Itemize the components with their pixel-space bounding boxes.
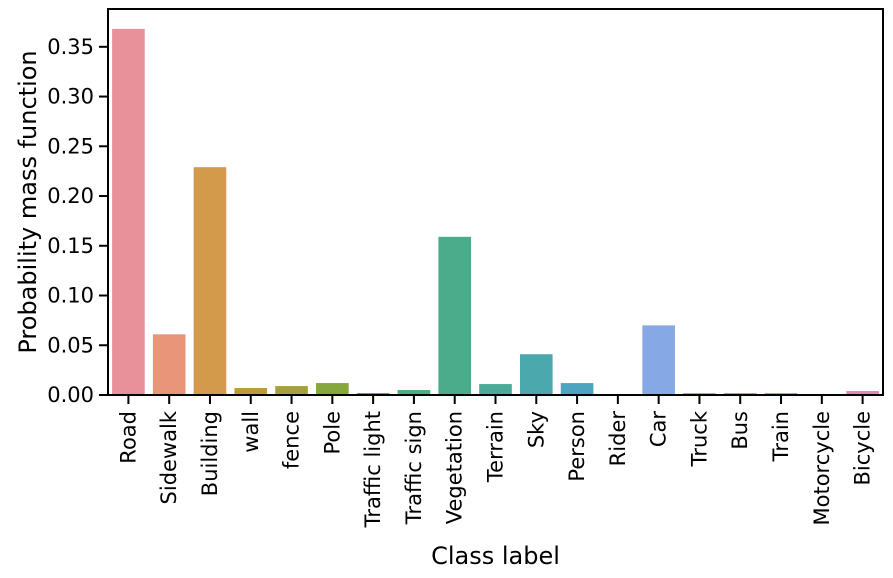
x-tick-label: Bus [728, 411, 752, 450]
plot-frame [107, 8, 884, 396]
bars-group [112, 28, 879, 396]
bar-traffic-sign [397, 390, 431, 395]
bar-sky [519, 354, 553, 395]
bar-car [642, 325, 675, 395]
bar-terrain [479, 384, 512, 395]
x-tick-label: Sidewalk [157, 410, 181, 504]
x-tick-label: Car [647, 411, 671, 448]
x-tick-label: Vegetation [443, 411, 467, 524]
x-axis: Road Sidewalk Building wall fence Pole Traffic… [116, 395, 875, 528]
x-tick-label: wall [239, 411, 263, 453]
y-tick-label: 0.20 [47, 184, 94, 208]
bar-person [560, 383, 594, 395]
bar-sidewalk [152, 334, 186, 395]
bar-fence [275, 386, 308, 395]
y-tick-label: 0.35 [47, 35, 94, 59]
bar-vegetation [438, 236, 472, 395]
x-tick-label: Truck [687, 410, 711, 467]
y-axis: 0.00 0.05 0.10 0.15 0.20 0.25 0.30 0.35 [47, 35, 108, 407]
x-tick-label: fence [280, 411, 304, 469]
x-tick-label: Person [565, 411, 589, 482]
x-tick-label: Bicycle [851, 411, 875, 486]
x-tick-label: Traffic light [361, 411, 385, 528]
bar-bicycle [846, 391, 879, 395]
y-tick-label: 0.25 [47, 134, 94, 158]
x-axis-label: Class label [431, 542, 560, 570]
x-tick-label: Road [116, 411, 140, 464]
y-tick-label: 0.15 [47, 234, 94, 258]
y-tick-label: 0.30 [47, 85, 94, 109]
y-axis-label: Probability mass function [14, 50, 42, 353]
x-tick-label: Terrain [484, 411, 508, 483]
x-tick-label: Motorcycle [810, 411, 834, 526]
bar-building [193, 167, 227, 395]
y-tick-label: 0.10 [47, 284, 94, 308]
bar-road [112, 28, 145, 396]
y-tick-label: 0.05 [47, 333, 94, 357]
y-tick-label: 0.00 [47, 383, 94, 407]
bar-pole [316, 383, 349, 395]
x-tick-label: Building [198, 411, 222, 496]
x-tick-label: Train [769, 411, 793, 462]
x-tick-label: Pole [320, 411, 344, 455]
x-tick-label: Sky [524, 411, 548, 448]
x-tick-label: Rider [606, 411, 630, 467]
bar-wall [234, 388, 268, 395]
x-tick-label: Traffic sign [402, 411, 426, 525]
